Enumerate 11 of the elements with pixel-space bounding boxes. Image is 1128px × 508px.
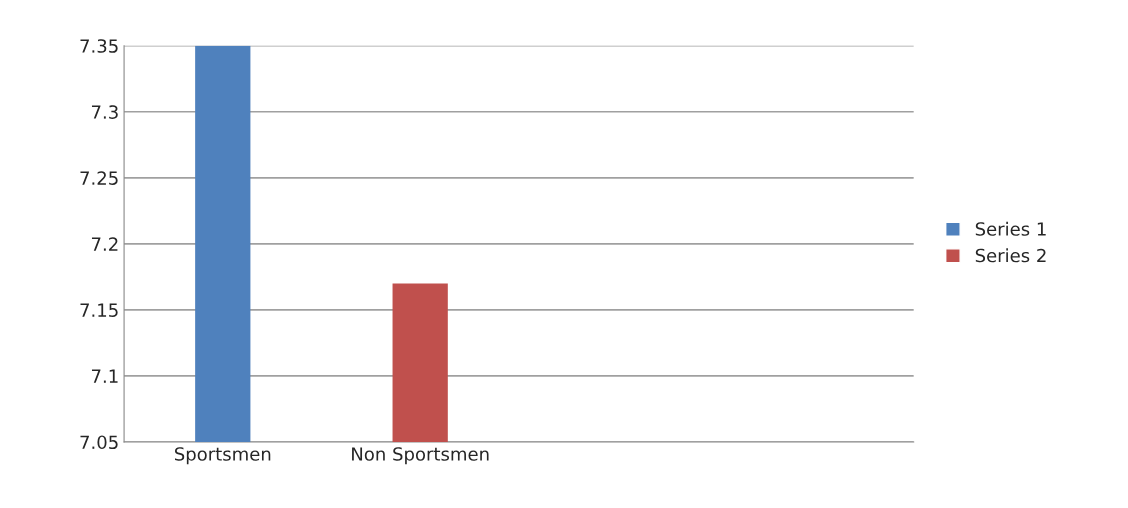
legend-label: Series 1 (975, 221, 1046, 236)
y-tick-label: 7.15 (80, 303, 118, 317)
y-tick-label: 7.2 (91, 237, 118, 251)
y-tick-label: 7.25 (80, 171, 118, 185)
x-tick-label: Sportsmen (174, 447, 271, 465)
y-tick-label: 7.35 (80, 39, 118, 53)
y-tick-label: 7.1 (91, 369, 118, 383)
y-tick-label: 7.3 (91, 105, 118, 119)
legend-label: Series 2 (975, 248, 1046, 263)
y-tick-label: 7.05 (80, 435, 118, 450)
x-tick-label: Non Sportsmen (352, 447, 489, 465)
